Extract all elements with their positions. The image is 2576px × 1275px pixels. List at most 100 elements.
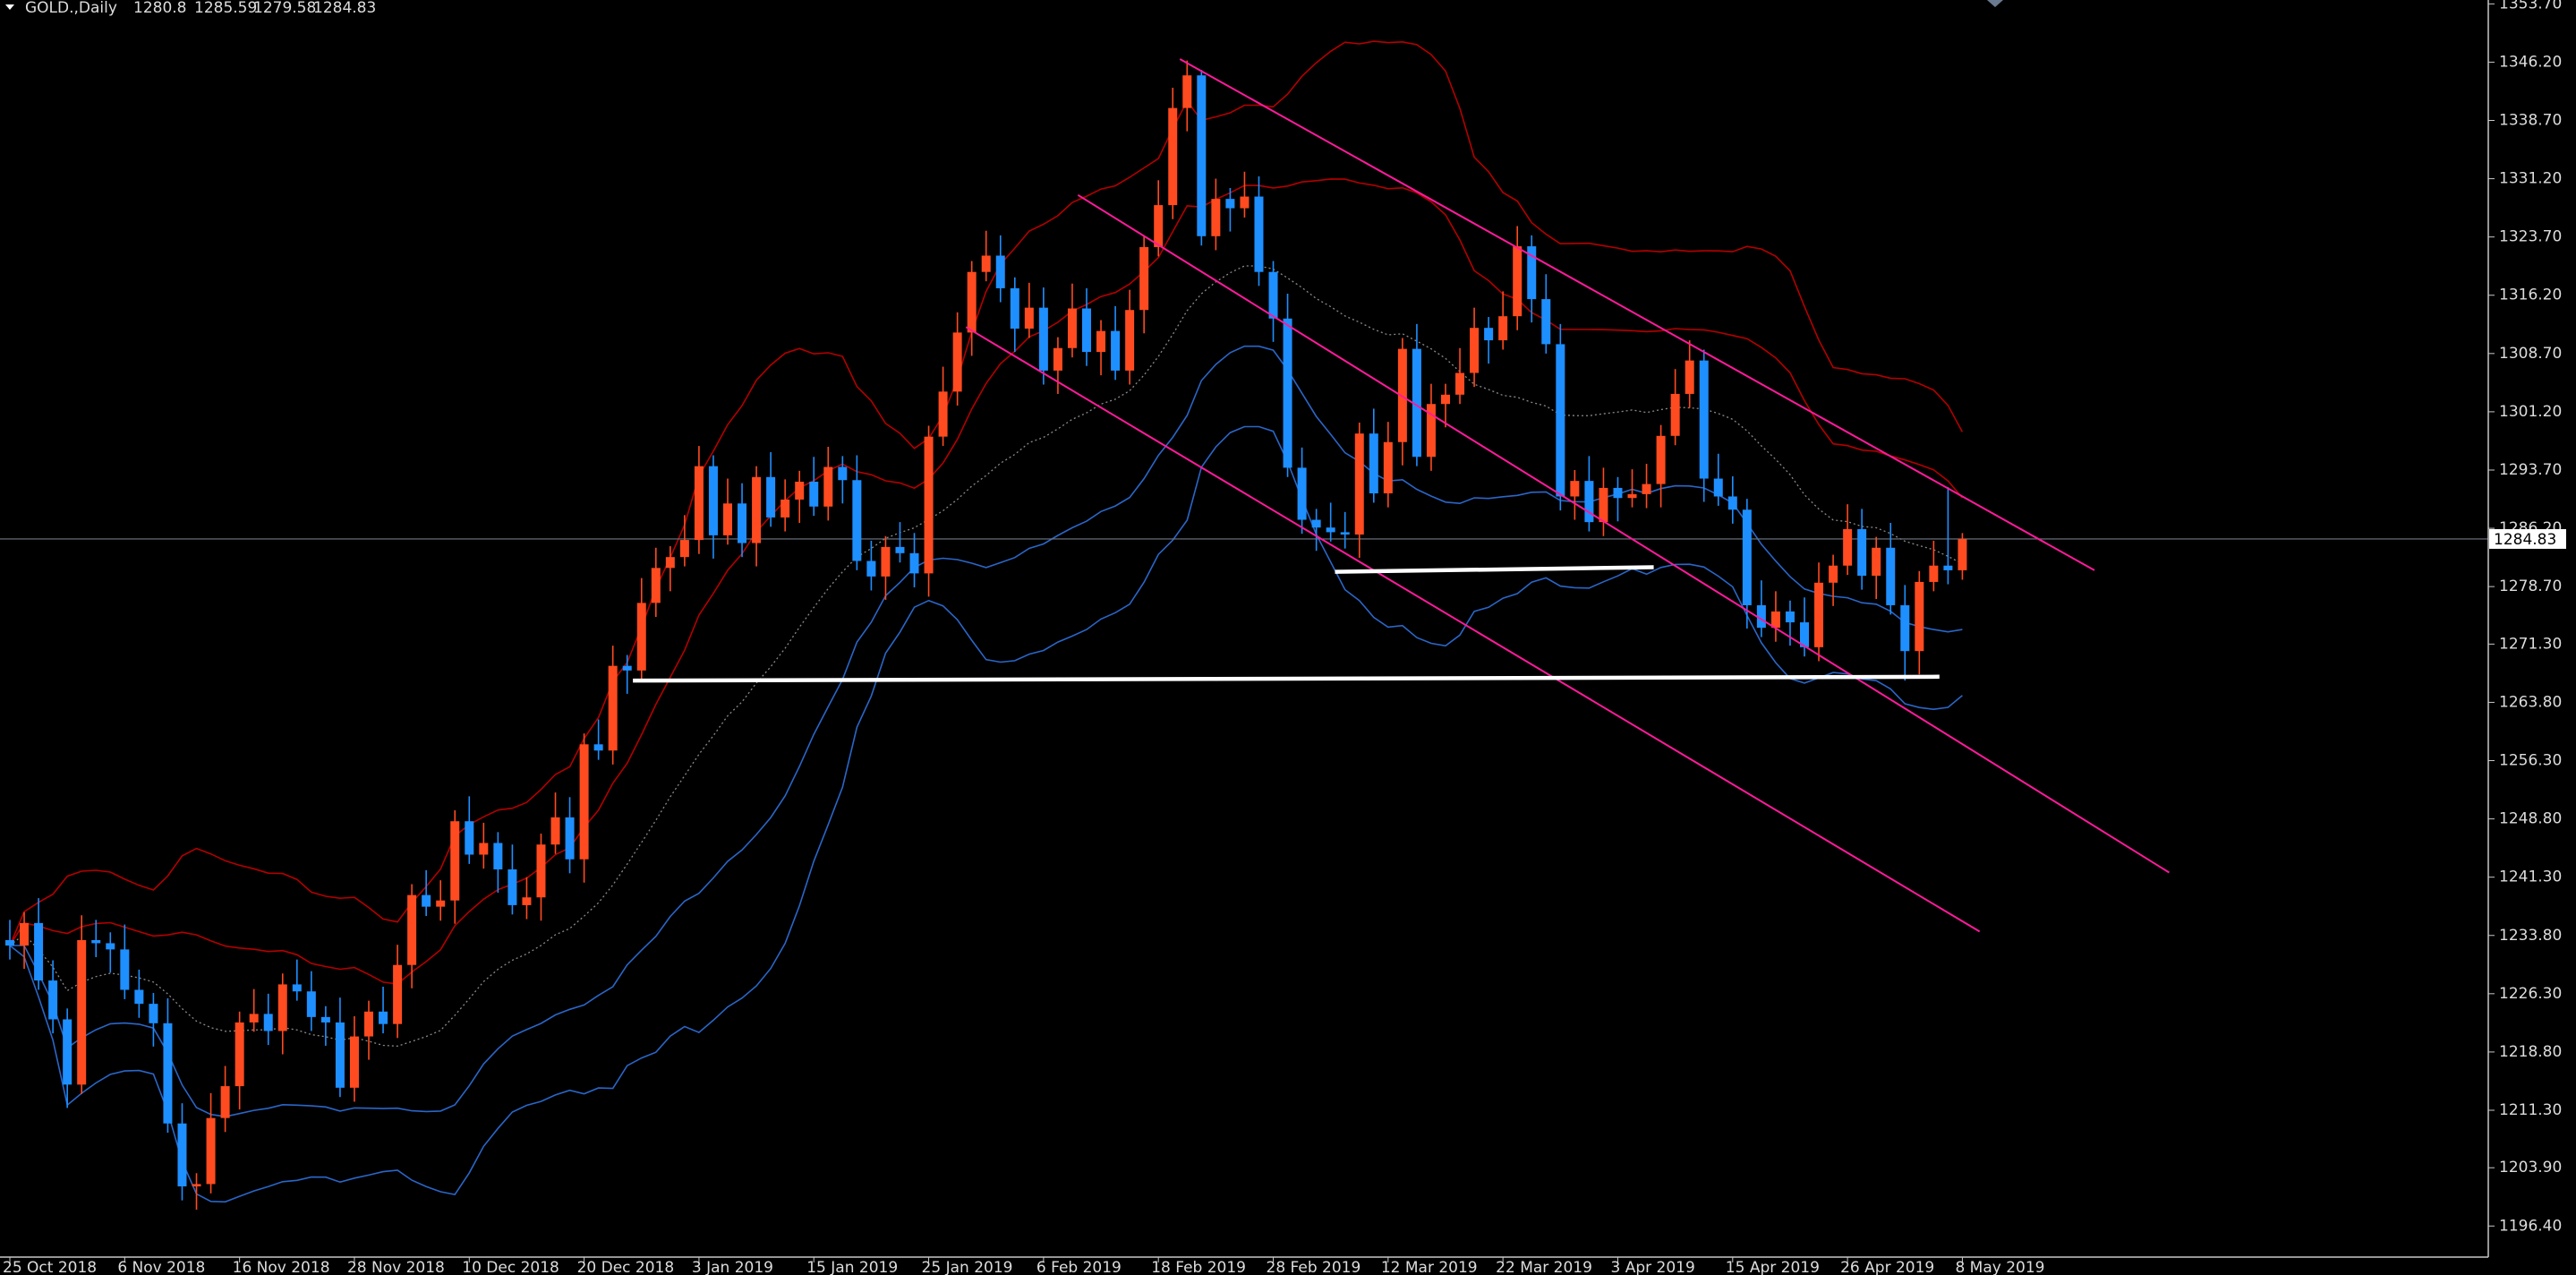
candle-body <box>1139 246 1149 311</box>
candle-body <box>924 436 934 574</box>
candle-body <box>508 869 517 905</box>
bollinger-upper <box>9 40 1964 946</box>
x-tick-label: 10 Dec 2018 <box>462 1259 559 1275</box>
candle-body <box>1670 393 1680 436</box>
candle-body <box>422 894 431 907</box>
y-tick-label: 1203.90 <box>2499 1159 2562 1177</box>
x-tick-label: 28 Feb 2019 <box>1267 1259 1361 1275</box>
x-tick-label: 15 Apr 2019 <box>1726 1259 1820 1275</box>
candle-body <box>866 560 876 577</box>
candle-body <box>34 922 44 981</box>
candle-body <box>522 897 532 905</box>
candle-body <box>579 744 589 860</box>
x-tick-label: 26 Apr 2019 <box>1840 1259 1934 1275</box>
candle-body <box>1154 205 1164 247</box>
candle-body <box>263 1014 273 1031</box>
y-tick-label: 1271.30 <box>2499 635 2562 653</box>
candle-body <box>1556 344 1565 497</box>
candle-body <box>795 481 805 500</box>
trendline <box>633 674 1940 683</box>
x-tick-label: 16 Nov 2018 <box>233 1259 330 1275</box>
y-tick-label: 1331.20 <box>2499 170 2562 188</box>
candle-body <box>1340 532 1350 535</box>
candle-body <box>1010 287 1019 329</box>
x-tick-label: 18 Feb 2019 <box>1151 1259 1246 1275</box>
price-box <box>2489 528 2566 549</box>
candle-body <box>379 1011 388 1024</box>
candle-body <box>1770 611 1780 629</box>
candle-body <box>1814 582 1824 647</box>
candle-body <box>1713 478 1723 497</box>
candle-body <box>1599 487 1608 523</box>
candle-body <box>1197 75 1207 236</box>
candle-body <box>306 991 316 1017</box>
candle-body <box>1843 528 1853 566</box>
candle-body <box>206 1117 216 1185</box>
x-tick-label: 12 Mar 2019 <box>1381 1259 1478 1275</box>
y-tick-label: 1241.30 <box>2499 869 2562 886</box>
y-tick-label: 1278.70 <box>2499 578 2562 595</box>
candle-body <box>1441 394 1450 405</box>
candle-body <box>565 817 575 860</box>
y-tick-label: 1226.30 <box>2499 985 2562 1003</box>
candle-body <box>120 949 130 990</box>
candle-body <box>1283 318 1292 468</box>
candle-body <box>63 1019 73 1085</box>
candle-body <box>1943 565 1953 570</box>
x-tick-label: 8 May 2019 <box>1955 1259 2044 1275</box>
x-tick-label: 3 Jan 2019 <box>692 1259 773 1275</box>
candle-body <box>938 391 948 437</box>
candle-body <box>1455 372 1465 395</box>
candle-body <box>636 603 646 671</box>
candle-body <box>1426 404 1436 458</box>
menu-icon[interactable] <box>5 4 14 10</box>
candle-body <box>1484 328 1494 341</box>
candle-body <box>1800 622 1809 647</box>
candle-body <box>177 1123 187 1187</box>
candle-body <box>1513 246 1523 317</box>
candle-body <box>1111 330 1121 371</box>
candle-body <box>235 1022 244 1087</box>
candle-body <box>493 843 503 869</box>
candle-body <box>1225 199 1235 209</box>
x-tick-label: 6 Nov 2018 <box>117 1259 205 1275</box>
candle-body <box>1627 493 1637 499</box>
ohlc-close: 1284.83 <box>313 0 376 17</box>
candle-body <box>77 939 87 1085</box>
candle-body <box>163 1023 173 1124</box>
x-tick-label: 15 Jan 2019 <box>806 1259 898 1275</box>
candle-body <box>1024 307 1034 329</box>
y-tick-label: 1233.80 <box>2499 927 2562 945</box>
candle-body <box>465 821 474 855</box>
candle-body <box>780 499 790 518</box>
candle-body <box>1829 565 1838 583</box>
candle-body <box>895 546 905 553</box>
candle-body <box>694 466 704 541</box>
candle-body <box>249 1014 259 1023</box>
candle-body <box>1297 467 1307 520</box>
candle-body <box>1470 328 1480 373</box>
ohlc-high: 1285.59 <box>194 0 257 17</box>
price-box-label: 1284.83 <box>2494 531 2556 549</box>
candle-body <box>1742 509 1752 605</box>
candle-body <box>723 503 732 535</box>
candle-body <box>436 900 446 907</box>
candle-body <box>1613 487 1623 499</box>
y-tick-label: 1196.40 <box>2499 1217 2562 1235</box>
candle-body <box>1857 528 1867 576</box>
candle-body <box>277 984 287 1031</box>
candle-body <box>952 332 962 392</box>
candle-body <box>1311 519 1321 528</box>
candle-body <box>1326 527 1335 533</box>
candle-body <box>134 989 144 1005</box>
bollinger-lower <box>9 425 1963 1203</box>
candle-body <box>536 844 546 898</box>
candle-body <box>1570 481 1580 497</box>
candle-body <box>1038 307 1048 371</box>
candle-body <box>1699 360 1709 479</box>
candle-body <box>349 1036 359 1088</box>
candle-body <box>1656 435 1666 484</box>
candle-body <box>665 557 675 569</box>
